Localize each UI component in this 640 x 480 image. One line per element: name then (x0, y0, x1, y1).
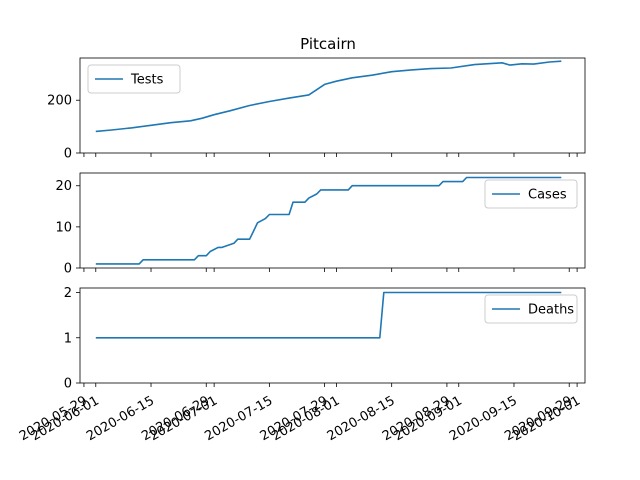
deaths-series-line (95, 291, 562, 339)
cases-legend-box (484, 179, 578, 209)
deaths-legend-label: Deaths (528, 303, 574, 318)
tests-series-line (95, 60, 562, 133)
cases-legend-label: Cases (528, 188, 567, 203)
cases-legend: Cases (484, 179, 578, 209)
deaths-y-tick-label: 1 (64, 331, 72, 346)
cases-axes-frame (79, 172, 586, 269)
chart-title: Pitcairn (300, 35, 356, 53)
x-tick-labels: 2020-05-292020-06-012020-06-152020-06-29… (17, 393, 583, 444)
tests-y-tick-label: 200 (47, 94, 72, 109)
deaths-legend-box (484, 294, 578, 324)
tests-legend-label: Tests (130, 73, 164, 88)
panels: 0 200 Tests 0 10 20 Cases 0 1 2 Deaths (47, 57, 586, 392)
tests-y-tick-label: 0 (64, 147, 72, 162)
x-tick-label: 2020-10-01 (510, 393, 583, 444)
tests-axes-frame (79, 57, 586, 154)
deaths-y-tick-label: 0 (64, 377, 72, 392)
tests-legend-box (87, 64, 181, 94)
panel-tests: 0 200 Tests (47, 57, 586, 162)
deaths-axes-frame (79, 287, 586, 384)
panel-cases: 0 10 20 Cases (55, 172, 586, 277)
cases-y-tick-label: 20 (55, 179, 72, 194)
deaths-legend: Deaths (484, 294, 578, 324)
cases-y-tick-label: 0 (64, 262, 72, 277)
panel-deaths: 0 1 2 Deaths (64, 286, 586, 392)
cases-series-line (95, 176, 562, 265)
cases-y-tick-label: 10 (55, 220, 72, 235)
tests-legend: Tests (87, 64, 181, 94)
deaths-y-tick-label: 2 (64, 286, 72, 301)
